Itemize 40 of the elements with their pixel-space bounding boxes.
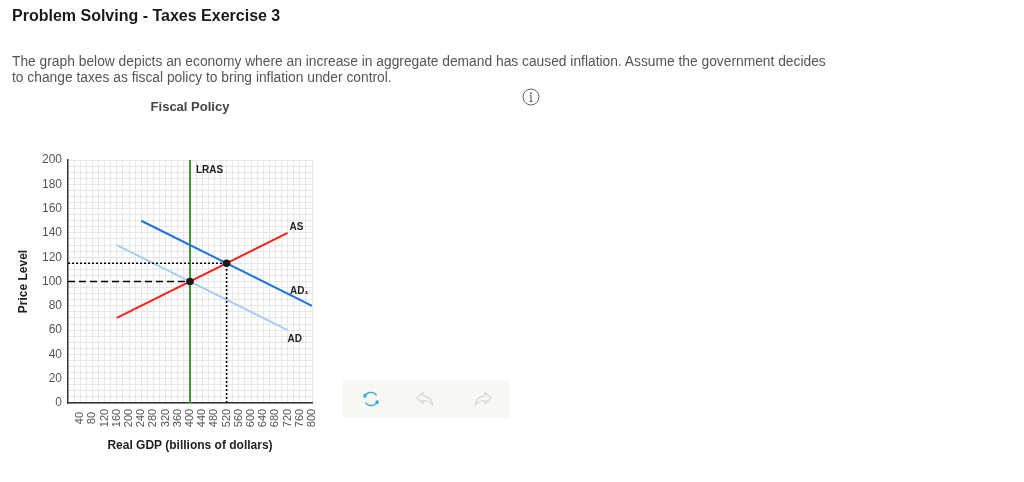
- x-tick-label: 760: [292, 408, 305, 428]
- y-tick-label: 0: [55, 395, 63, 410]
- x-tick-label: 480: [207, 408, 220, 428]
- y-tick-label: 40: [48, 346, 63, 361]
- y-axis-title: Price Level: [15, 249, 30, 314]
- x-axis-title: Real GDP (billions of dollars): [107, 438, 273, 453]
- x-tick-label: 720: [280, 408, 293, 428]
- y-tick-label: 180: [41, 176, 63, 191]
- y-tick-label: 200: [41, 152, 63, 167]
- y-tick-label: 160: [41, 200, 63, 215]
- y-tick-label: 60: [48, 322, 63, 337]
- x-tick-label: 360: [170, 408, 183, 428]
- x-tick-label: 440: [195, 408, 208, 428]
- x-tick-label: 800: [305, 408, 318, 428]
- y-tick-label: 120: [41, 249, 63, 264]
- x-tick-label: 240: [134, 408, 147, 428]
- y-tick-label: 140: [41, 225, 63, 240]
- x-tick-label: 40: [73, 411, 86, 425]
- x-tick-label: 160: [109, 408, 122, 428]
- x-tick-label: 400: [183, 408, 196, 428]
- series-label: AD: [287, 333, 303, 345]
- series-label: AD₁: [290, 284, 309, 296]
- y-tick-label: 20: [48, 371, 63, 386]
- text: Fiscal Policy: [149, 99, 231, 114]
- x-tick-label: 120: [97, 408, 110, 428]
- text: The graph below depicts an economy where an increase in aggregate demand has caused inflation. Assume the government decides to change taxes as fiscal policy to bring inflation under control.: [12, 54, 827, 86]
- x-tick-label: 680: [268, 408, 281, 428]
- x-tick-label: 200: [122, 408, 135, 428]
- y-tick-label: 100: [41, 273, 63, 288]
- x-tick-label: 600: [244, 408, 257, 428]
- series-label: LRAS: [196, 164, 224, 175]
- chart-title: Problem Solving - Taxes Exercise 3: [12, 7, 281, 25]
- x-tick-label: 280: [146, 408, 159, 428]
- x-tick-label: 320: [158, 408, 171, 428]
- y-tick-label: 80: [48, 298, 63, 313]
- series-label: AS: [289, 220, 304, 232]
- x-tick-label: 80: [85, 411, 98, 425]
- x-tick-label: 640: [256, 408, 269, 428]
- x-tick-label: 560: [231, 408, 244, 428]
- x-tick-label: 520: [219, 408, 232, 428]
